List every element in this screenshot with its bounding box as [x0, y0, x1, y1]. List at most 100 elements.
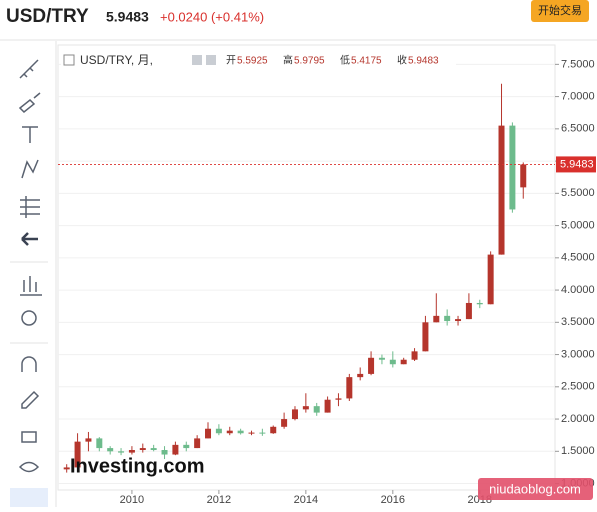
y-tick-label: 2.0000	[561, 413, 595, 425]
legend-close: 5.9483	[408, 56, 439, 67]
legend-close-label: 收	[397, 54, 407, 67]
candle-body	[205, 428, 212, 439]
tool-lock[interactable]	[21, 431, 37, 443]
candle-body	[422, 322, 429, 352]
x-tick-label: 2012	[207, 494, 231, 506]
candle-body	[509, 125, 516, 210]
toolbar	[0, 41, 56, 507]
candle-body	[433, 315, 440, 323]
candle-body	[302, 406, 309, 410]
y-tick-label: 4.0000	[561, 284, 595, 296]
candle-body	[281, 419, 288, 427]
tool-text[interactable]	[22, 126, 38, 143]
trade-button[interactable]	[531, 0, 589, 22]
price: 5.9483	[106, 9, 149, 25]
candle-body	[324, 399, 331, 413]
y-tick-label: 3.0000	[561, 348, 595, 360]
site-label: niudaoblog.com	[489, 481, 581, 496]
legend-high: 5.9795	[294, 56, 325, 67]
candle-body	[226, 430, 233, 434]
x-tick-label: 2014	[294, 494, 318, 506]
candle-body	[487, 254, 494, 305]
candle-body	[85, 438, 92, 442]
legend-low-label: 低	[340, 54, 350, 67]
candle-body	[150, 448, 157, 451]
candle-body	[172, 444, 179, 455]
legend-symbol: USD/TRY, 月,	[80, 53, 153, 67]
legend-high-label: 高	[283, 54, 293, 67]
candle-body	[118, 451, 125, 453]
candle-body	[400, 359, 407, 365]
candle-body	[335, 398, 342, 400]
watermark: Investing.com	[70, 455, 204, 477]
legend-open-label: 开	[226, 56, 236, 67]
plot: 1.00001.50002.00002.50003.00003.50004.00…	[58, 58, 596, 506]
candle-body	[74, 441, 81, 468]
candle-body	[291, 409, 298, 420]
header-bar	[0, 0, 597, 38]
candle-body	[248, 432, 255, 434]
candle-body	[237, 430, 244, 434]
tool-link-bg[interactable]	[10, 488, 48, 507]
legend-btn[interactable]	[206, 55, 216, 65]
y-tick-label: 5.0000	[561, 219, 595, 231]
change: +0.0240 (+0.41%)	[160, 9, 264, 24]
candle-body	[96, 438, 103, 449]
y-tick-label: 5.5000	[561, 187, 595, 199]
candle-body	[498, 125, 505, 255]
symbol: USD/TRY	[6, 6, 89, 27]
tool-magnet[interactable]	[21, 356, 37, 372]
tool-zoom[interactable]	[21, 310, 37, 326]
candle-body	[411, 351, 418, 360]
tool-pencil[interactable]	[21, 390, 40, 409]
tool-pattern[interactable]	[21, 159, 39, 179]
candle-body	[368, 357, 375, 374]
tool-icons[interactable]	[10, 59, 48, 507]
candle-body	[63, 467, 70, 470]
y-tick-label: 4.5000	[561, 252, 595, 264]
candle-body	[389, 359, 396, 365]
y-tick-label: 2.5000	[561, 381, 595, 393]
candle-body	[107, 448, 114, 452]
last-price-label: 5.9483	[560, 158, 594, 170]
y-tick-label: 3.5000	[561, 316, 595, 328]
candle-body	[139, 448, 146, 451]
candle-body	[215, 428, 222, 434]
candle-body	[270, 426, 277, 434]
tool-fib[interactable]	[20, 196, 40, 218]
candle-body	[313, 406, 320, 413]
site-badge	[478, 478, 593, 500]
y-tick-label: 7.5000	[561, 58, 595, 70]
plot-frame	[57, 44, 556, 491]
tool-indicator[interactable]	[20, 276, 42, 296]
tool-back[interactable]	[21, 232, 38, 246]
x-tick-label: 2016	[381, 494, 405, 506]
tool-eye[interactable]	[18, 461, 40, 473]
candle-body	[444, 315, 451, 322]
candle-body	[455, 319, 462, 322]
y-tick-label: 1.5000	[561, 445, 595, 457]
legend-btn[interactable]	[192, 55, 202, 65]
candle-body	[183, 444, 190, 449]
trade-button-label[interactable]: 开始交易	[538, 3, 582, 17]
candle-body	[194, 438, 201, 449]
tool-line[interactable]	[19, 59, 39, 79]
y-tick-label: 7.0000	[561, 91, 595, 103]
legend-low: 5.4175	[351, 56, 382, 67]
last-price-box	[556, 156, 596, 173]
tool-brush[interactable]	[18, 92, 41, 114]
x-tick-label: 2010	[120, 494, 144, 506]
candle-body	[161, 450, 168, 455]
candle-body	[465, 302, 472, 320]
legend-toggle[interactable]	[63, 54, 75, 66]
candle-body	[520, 164, 527, 188]
candle-body	[128, 450, 135, 453]
candle-body	[378, 357, 385, 360]
candle-body	[357, 373, 364, 378]
y-tick-label: 6.5000	[561, 123, 595, 135]
legend-ohlc: 开 5.5925 高 5.9795 低 5.4175 收 5.9483	[226, 54, 439, 67]
candle-body	[259, 432, 266, 434]
candle-body	[346, 377, 353, 399]
